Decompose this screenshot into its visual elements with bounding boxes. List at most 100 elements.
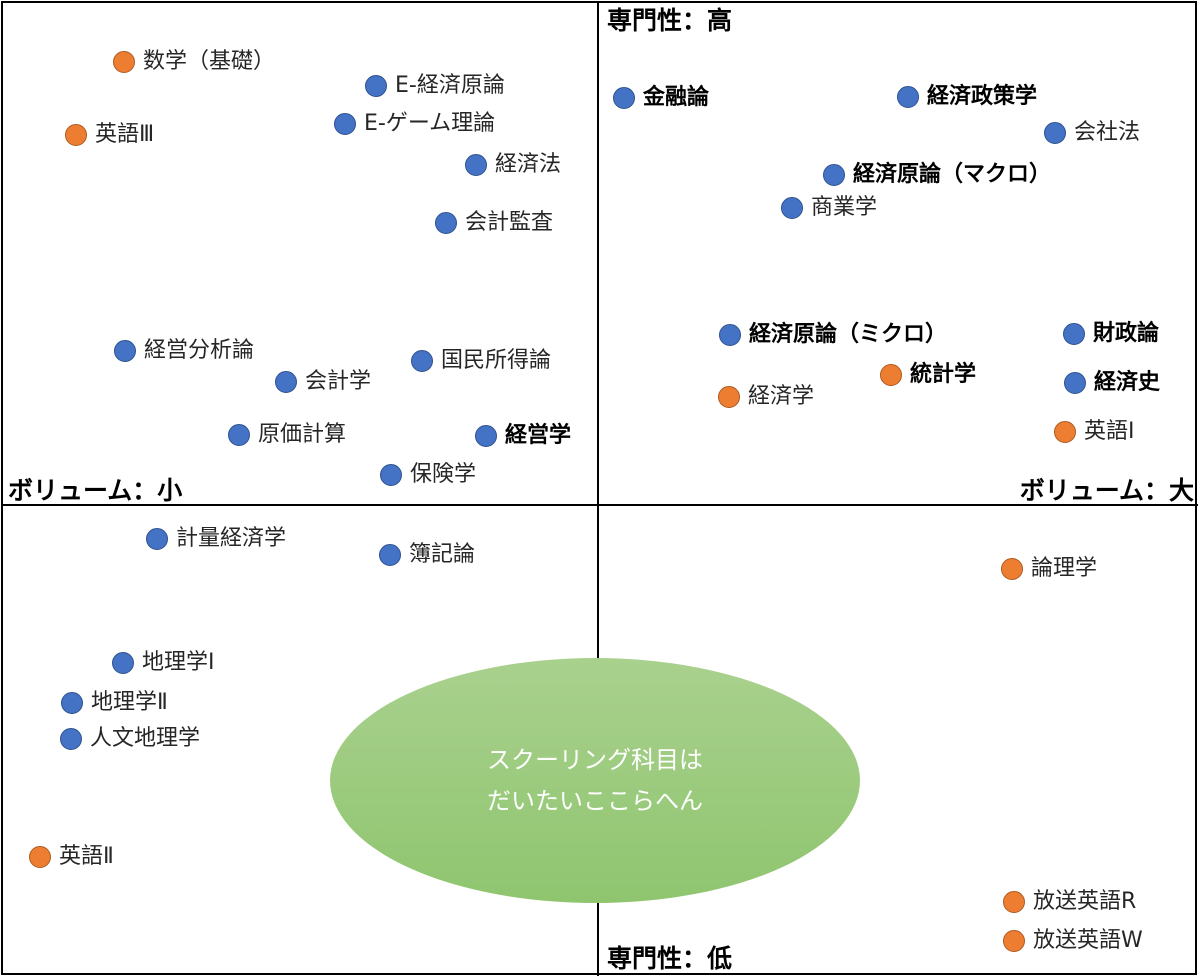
subject-label: 簿記論	[409, 542, 476, 567]
subject-label: 経済学	[748, 384, 815, 409]
axis-label-bottom: 専門性：低	[607, 944, 733, 973]
subject-item: 経済政策学	[897, 86, 1037, 108]
subject-dot-icon	[60, 728, 82, 750]
subject-item: 英語Ⅲ	[65, 124, 154, 146]
subject-item: 放送英語W	[1003, 930, 1143, 952]
subject-dot-icon	[823, 164, 845, 186]
subject-item: 簿記論	[379, 544, 475, 566]
subject-item: 放送英語R	[1003, 891, 1136, 913]
subject-item: 経営学	[475, 425, 571, 447]
subject-item: 財政論	[1063, 323, 1159, 345]
ellipse-text-line1: スクーリング科目は	[487, 745, 703, 774]
subject-dot-icon	[718, 386, 740, 408]
subject-label: 経営学	[505, 423, 572, 448]
subject-label: 経営分析論	[144, 338, 255, 363]
ellipse-text-line2: だいたいここらへん	[487, 786, 703, 815]
subject-dot-icon	[112, 652, 134, 674]
subject-label: 会社法	[1074, 120, 1141, 145]
subject-dot-icon	[880, 364, 902, 386]
subject-label: 国民所得論	[441, 348, 552, 373]
subject-item: 経済学	[718, 386, 814, 408]
subject-label: 論理学	[1031, 556, 1098, 581]
subject-item: 経済原論（マクロ）	[823, 164, 1051, 186]
subject-item: 国民所得論	[411, 350, 551, 372]
axis-label-right: ボリューム：大	[1019, 476, 1194, 505]
subject-item: 保険学	[380, 464, 476, 486]
subject-label: 経済政策学	[927, 84, 1038, 109]
subject-label: 経済原論（マクロ）	[853, 162, 1052, 187]
subject-dot-icon	[61, 692, 83, 714]
subject-item: 地理学Ⅰ	[112, 652, 215, 674]
subject-item: 経済史	[1064, 372, 1160, 394]
subject-dot-icon	[1001, 558, 1023, 580]
subject-label: 原価計算	[258, 422, 347, 447]
subject-item: 原価計算	[228, 424, 346, 446]
subject-item: 地理学Ⅱ	[61, 692, 168, 714]
subject-label: 商業学	[811, 195, 878, 220]
subject-label: 地理学Ⅰ	[142, 650, 215, 675]
subject-item: 商業学	[781, 197, 877, 219]
subject-label: 数学（基礎）	[143, 49, 276, 74]
subject-dot-icon	[113, 51, 135, 73]
subject-label: 会計監査	[465, 210, 554, 235]
axis-label-left: ボリューム：小	[8, 476, 183, 505]
subject-dot-icon	[228, 424, 250, 446]
subject-dot-icon	[1044, 122, 1066, 144]
subject-dot-icon	[146, 528, 168, 550]
subject-dot-icon	[365, 75, 387, 97]
subject-label: 放送英語R	[1033, 889, 1137, 914]
subject-item: E-経済原論	[365, 75, 505, 97]
subject-item: 計量経済学	[146, 528, 286, 550]
subject-label: 計量経済学	[176, 526, 287, 551]
subject-item: 経済原論（ミクロ）	[719, 324, 947, 346]
subject-dot-icon	[475, 425, 497, 447]
subject-dot-icon	[465, 154, 487, 176]
subject-item: 英語Ⅱ	[29, 846, 114, 868]
subject-label: 統計学	[910, 362, 977, 387]
subject-item: 統計学	[880, 364, 976, 386]
subject-dot-icon	[275, 371, 297, 393]
subject-dot-icon	[435, 212, 457, 234]
subject-item: 数学（基礎）	[113, 51, 275, 73]
subject-dot-icon	[1054, 421, 1076, 443]
subject-item: E-ゲーム理論	[334, 113, 495, 135]
subject-dot-icon	[897, 86, 919, 108]
subject-item: 金融論	[613, 87, 709, 109]
subject-dot-icon	[613, 87, 635, 109]
subject-dot-icon	[380, 464, 402, 486]
subject-dot-icon	[1003, 930, 1025, 952]
subject-label: 会計学	[305, 369, 372, 394]
subject-dot-icon	[114, 340, 136, 362]
subject-item: 会社法	[1044, 122, 1140, 144]
subject-label: E-経済原論	[395, 73, 505, 98]
subject-label: 財政論	[1093, 321, 1160, 346]
subject-item: 英語Ⅰ	[1054, 421, 1135, 443]
subject-label: 地理学Ⅱ	[91, 690, 168, 715]
subject-label: 英語Ⅲ	[95, 122, 155, 147]
subject-label: 人文地理学	[90, 726, 201, 751]
subject-label: E-ゲーム理論	[364, 111, 496, 136]
subject-dot-icon	[411, 350, 433, 372]
subject-label: 放送英語W	[1033, 928, 1143, 953]
subject-label: 金融論	[643, 85, 710, 110]
subject-dot-icon	[1064, 372, 1086, 394]
subject-dot-icon	[781, 197, 803, 219]
subject-item: 会計監査	[435, 212, 553, 234]
subject-item: 論理学	[1001, 558, 1097, 580]
subject-dot-icon	[379, 544, 401, 566]
subject-dot-icon	[719, 324, 741, 346]
subject-label: 経済法	[495, 152, 562, 177]
subject-item: 会計学	[275, 371, 371, 393]
vertical-axis	[597, 1, 599, 976]
horizontal-axis	[1, 504, 1198, 506]
subject-label: 英語Ⅱ	[59, 844, 114, 869]
axis-label-top: 専門性：高	[607, 6, 733, 35]
subject-label: 保険学	[410, 462, 477, 487]
subject-label: 英語Ⅰ	[1084, 419, 1135, 444]
subject-dot-icon	[65, 124, 87, 146]
subject-dot-icon	[1063, 323, 1085, 345]
subject-item: 経営分析論	[114, 340, 254, 362]
subject-dot-icon	[1003, 891, 1025, 913]
subject-label: 経済原論（ミクロ）	[749, 322, 948, 347]
